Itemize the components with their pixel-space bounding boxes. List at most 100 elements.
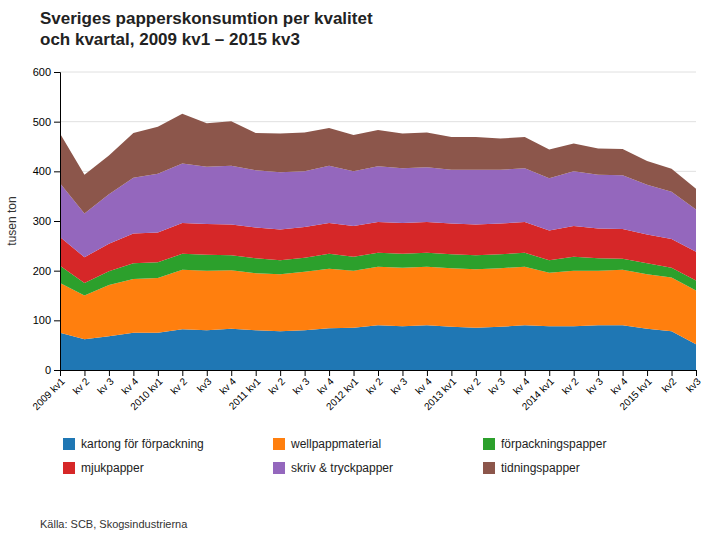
tick-label: 2013 kv1 — [422, 375, 459, 412]
tick: kv 2 — [462, 370, 483, 396]
tick-label: kv 4 — [315, 375, 336, 396]
tick: kv 3 — [486, 370, 507, 396]
tick-label: kv 4 — [609, 375, 630, 396]
tick-label: kv 2 — [364, 375, 385, 396]
tick-mark — [598, 370, 599, 376]
tick-mark — [60, 370, 61, 376]
tick: 200 — [33, 265, 60, 277]
tick-mark — [378, 370, 379, 376]
tick: kv 4 — [315, 370, 336, 396]
tick-label: 2014 kv1 — [520, 375, 557, 412]
tick-mark — [305, 370, 306, 376]
tick-mark — [402, 370, 403, 376]
tick: kv 4 — [217, 370, 238, 396]
tick: 600 — [33, 66, 60, 78]
tick-mark — [54, 171, 60, 172]
legend-label: kartong för förpackning — [81, 437, 204, 451]
tick-label: kv 2 — [266, 375, 287, 396]
tick-label: 0 — [45, 364, 51, 376]
tick-label: kv3 — [195, 375, 214, 394]
tick: kv 2 — [168, 370, 189, 396]
tick: 400 — [33, 165, 60, 177]
title-line: Sveriges papperskonsumtion per kvalitet — [40, 9, 373, 28]
tick-label: 2012 kv1 — [324, 375, 361, 412]
tick-label: kv 3 — [95, 375, 116, 396]
tick-mark — [54, 370, 60, 371]
tick-label: kv 2 — [168, 375, 189, 396]
plot: 01002003004005006002009 kv1kv 2kv 3kv 42… — [30, 66, 703, 412]
tick: kv 3 — [291, 370, 312, 396]
grid-line — [60, 121, 696, 122]
legend-item: skriv & tryckpapper — [273, 461, 393, 475]
area — [60, 114, 696, 214]
title-line: och kvartal, 2009 kv1 – 2015 kv3 — [40, 30, 300, 49]
tick-mark — [500, 370, 501, 376]
tick-mark — [451, 370, 452, 376]
legend-label: mjukpapper — [81, 461, 144, 475]
tick-mark — [182, 370, 183, 376]
legend-label: förpackningspapper — [501, 437, 606, 451]
tick-label: kv2 — [660, 375, 679, 394]
tick: kv 4 — [119, 370, 140, 396]
tick-mark — [549, 370, 550, 376]
tick-label: kv3 — [684, 375, 703, 394]
tick-mark — [158, 370, 159, 376]
tick-mark — [647, 370, 648, 376]
tick-mark — [54, 122, 60, 123]
tick: kv 3 — [389, 370, 410, 396]
tick-label: 2009 kv1 — [30, 375, 67, 412]
tick: 2015 kv1 — [617, 370, 654, 412]
tick-mark — [329, 370, 330, 376]
tick-mark — [672, 370, 673, 376]
tick-mark — [623, 370, 624, 376]
tick: 2012 kv1 — [324, 370, 361, 412]
x-axis: 2009 kv1kv 2kv 3kv 42010 kv1kv 2kv3kv 42… — [30, 370, 703, 412]
tick: 2010 kv1 — [128, 370, 165, 412]
tick-mark — [696, 370, 697, 376]
tick: kv 4 — [609, 370, 630, 396]
tick-label: kv 3 — [291, 375, 312, 396]
legend-swatch — [63, 438, 75, 450]
legend-swatch — [483, 462, 495, 474]
tick-label: kv 3 — [486, 375, 507, 396]
areas — [60, 114, 696, 370]
legend-swatch — [63, 462, 75, 474]
title: Sveriges papperskonsumtion per kvalitet o… — [40, 9, 373, 49]
tick-label: kv 4 — [119, 375, 140, 396]
area — [60, 163, 696, 257]
tick: 500 — [33, 116, 60, 128]
tick-label: 2010 kv1 — [128, 375, 165, 412]
tick: kv 4 — [511, 370, 532, 396]
legend-item: förpackningspapper — [483, 437, 606, 451]
chart: Sveriges papperskonsumtion per kvalitet o… — [0, 0, 720, 540]
tick-label: 500 — [33, 116, 51, 128]
tick-mark — [54, 72, 60, 73]
tick-label: kv 4 — [217, 375, 238, 396]
grid-line — [60, 72, 696, 73]
tick: kv3 — [195, 370, 214, 394]
tick-label: kv 2 — [462, 375, 483, 396]
tick-label: 300 — [33, 215, 51, 227]
legend-label: skriv & tryckpapper — [291, 461, 393, 475]
tick-mark — [525, 370, 526, 376]
tick: kv3 — [684, 370, 703, 394]
tick: kv 2 — [71, 370, 92, 396]
tick: kv 3 — [95, 370, 116, 396]
tick-mark — [574, 370, 575, 376]
legend-label: wellpappmaterial — [290, 437, 381, 451]
grid — [60, 72, 696, 370]
tick-mark — [207, 370, 208, 376]
tick-label: kv 3 — [584, 375, 605, 396]
tick-mark — [280, 370, 281, 376]
legend-swatch — [273, 438, 285, 450]
tick: 300 — [33, 215, 60, 227]
y-axis: 0100200300400500600 — [33, 66, 61, 376]
axis-domain — [61, 371, 697, 377]
tick-label: kv 4 — [511, 375, 532, 396]
tick-mark — [427, 370, 428, 376]
tick-label: kv 2 — [560, 375, 581, 396]
tick-label: 200 — [33, 265, 51, 277]
tick-label: 600 — [33, 66, 51, 78]
axis-domain — [54, 73, 61, 371]
tick-mark — [354, 370, 355, 376]
